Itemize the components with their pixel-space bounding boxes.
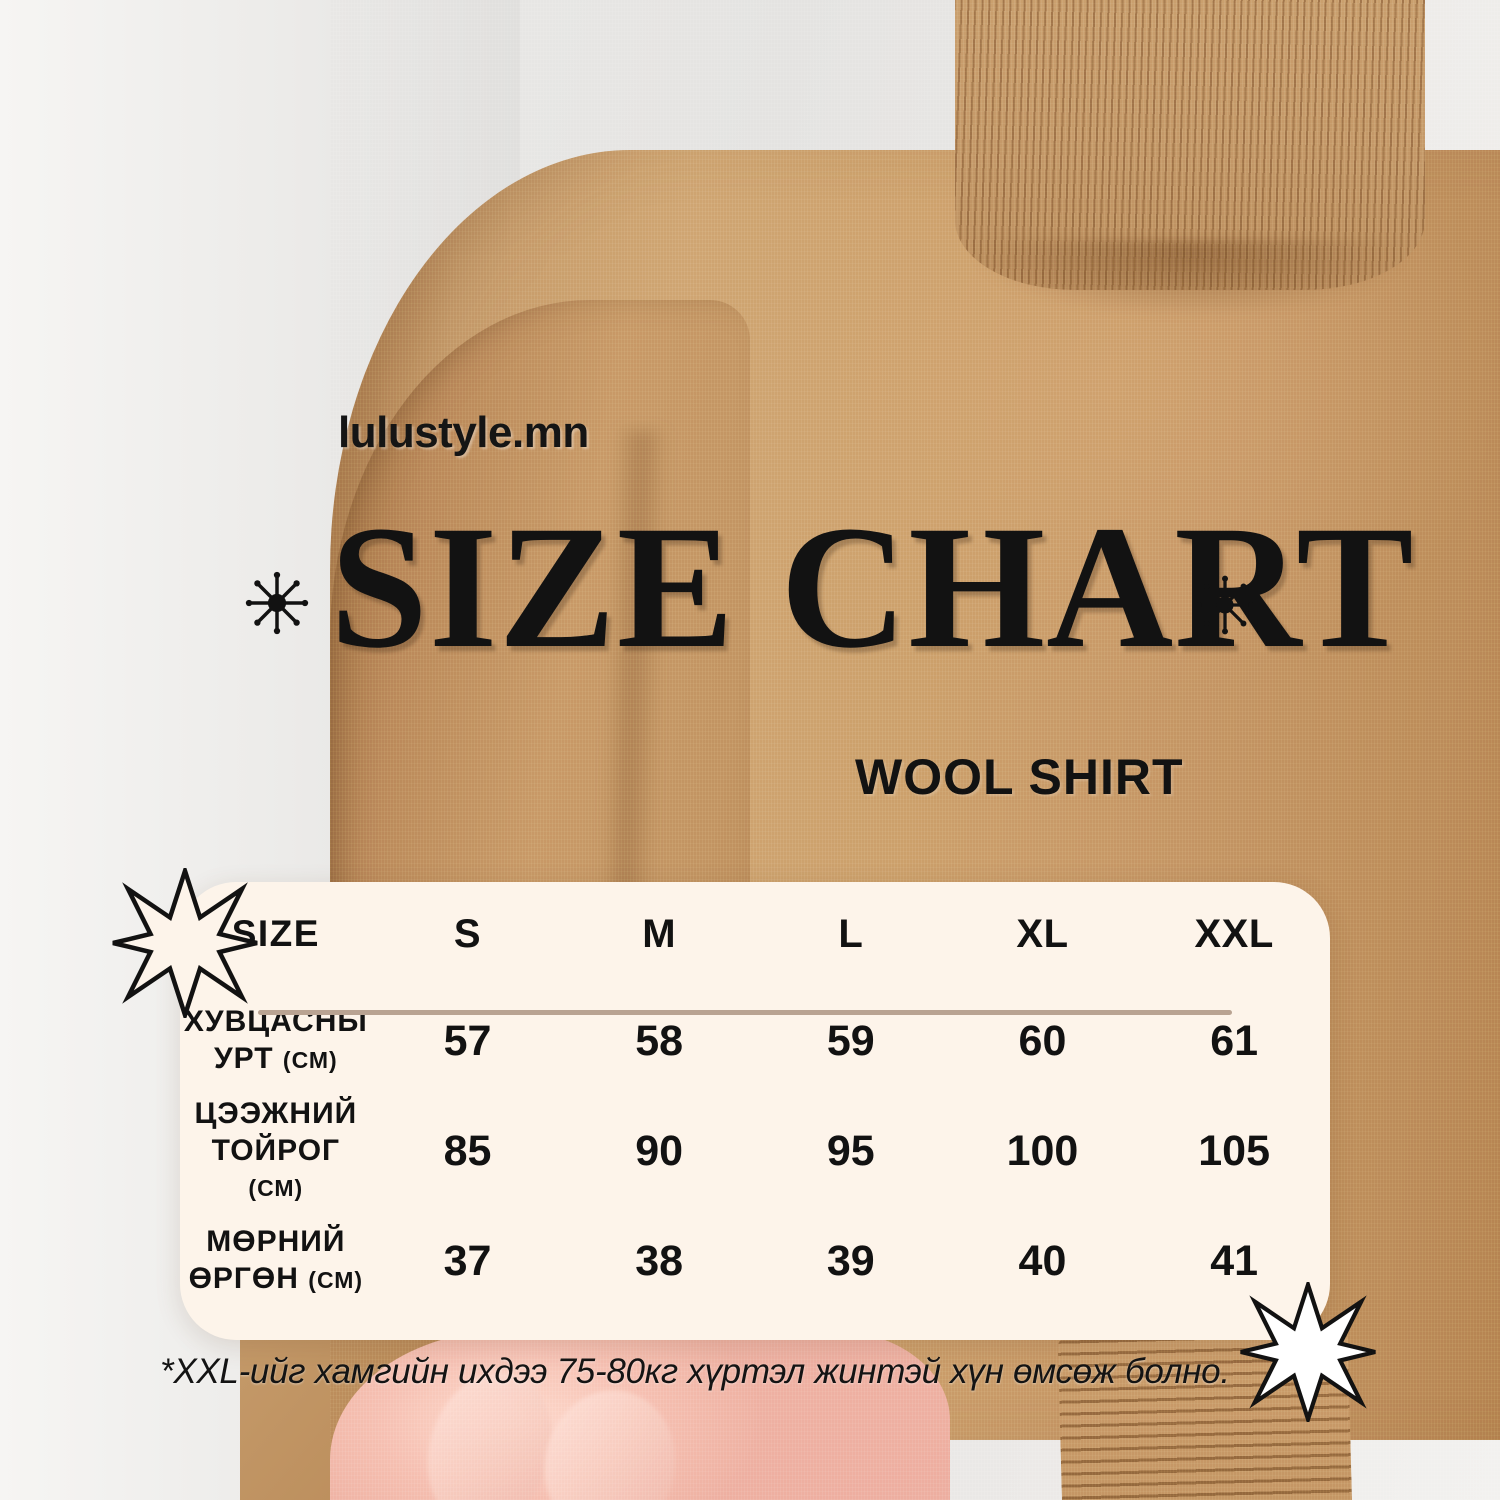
cell-shoulder-m: 38	[635, 1236, 684, 1285]
sparkle-burst-icon	[242, 568, 312, 643]
row-label-line2: ТОЙРОГ	[211, 1133, 341, 1167]
sparkle-burst-icon	[1192, 572, 1258, 643]
row-label-unit: (СМ)	[282, 1047, 338, 1073]
table-row: МӨРНИЙ ӨРГӨН (СМ) 37 38 39 40 41	[180, 1206, 1330, 1316]
row-label-line2: УРТ	[213, 1042, 274, 1075]
row-label-line1: ЦЭЭЖНИЙ	[194, 1097, 358, 1131]
cell-chest-xl: 100	[1006, 1126, 1079, 1175]
cell-chest-s: 85	[443, 1126, 492, 1175]
size-table-card: SIZE S M L XL XXL ХУВЦАСНЫ УРТ (СМ) 57 5	[180, 882, 1330, 1340]
row-label-shoulder-width: МӨРНИЙ ӨРГӨН (СМ)	[180, 1206, 372, 1316]
collar-shadow	[930, 240, 1450, 370]
column-header-l: L	[838, 911, 864, 956]
cell-chest-xxl: 105	[1198, 1126, 1271, 1175]
table-header-row: SIZE S M L XL XXL	[180, 882, 1330, 986]
row-label-line1: МӨРНИЙ	[206, 1225, 346, 1259]
footnote-text: *XXL-ийг хамгийн ихдээ 75-80кг хүртэл жи…	[160, 1352, 1230, 1391]
table-header-divider	[258, 1010, 1232, 1015]
cell-garment-length-s: 57	[443, 1016, 492, 1065]
row-label-unit: (СМ)	[308, 1267, 364, 1293]
row-label-chest-circumference: ЦЭЭЖНИЙ ТОЙРОГ (СМ)	[180, 1096, 372, 1206]
size-table: SIZE S M L XL XXL ХУВЦАСНЫ УРТ (СМ) 57 5	[180, 882, 1330, 1316]
table-row: ХУВЦАСНЫ УРТ (СМ) 57 58 59 60 61	[180, 986, 1330, 1096]
cell-garment-length-l: 59	[826, 1016, 875, 1065]
column-header-xl: XL	[1016, 911, 1069, 956]
cell-shoulder-xxl: 41	[1210, 1236, 1259, 1285]
cell-garment-length-m: 58	[635, 1016, 684, 1065]
eight-point-star-icon	[110, 863, 260, 1023]
column-header-s: S	[453, 911, 482, 956]
cell-shoulder-l: 39	[826, 1236, 875, 1285]
cell-chest-l: 95	[826, 1126, 875, 1175]
row-label-unit: (СМ)	[248, 1175, 304, 1202]
brand-name: lulustyle.mn	[338, 408, 589, 457]
eight-point-star-icon	[1238, 1277, 1378, 1427]
row-label-line2: ӨРГӨН	[188, 1262, 299, 1295]
column-header-xxl: XXL	[1194, 911, 1274, 956]
cell-shoulder-xl: 40	[1018, 1236, 1067, 1285]
cell-chest-m: 90	[635, 1126, 684, 1175]
cell-garment-length-xl: 60	[1018, 1016, 1067, 1065]
product-subtitle: WOOL SHIRT	[855, 749, 1184, 805]
table-row: ЦЭЭЖНИЙ ТОЙРОГ (СМ) 85 90 95 100 105	[180, 1096, 1330, 1206]
column-header-m: M	[642, 911, 677, 956]
page-title: SIZE CHART	[330, 490, 1415, 685]
cell-garment-length-xxl: 61	[1210, 1016, 1259, 1065]
cell-shoulder-s: 37	[443, 1236, 492, 1285]
